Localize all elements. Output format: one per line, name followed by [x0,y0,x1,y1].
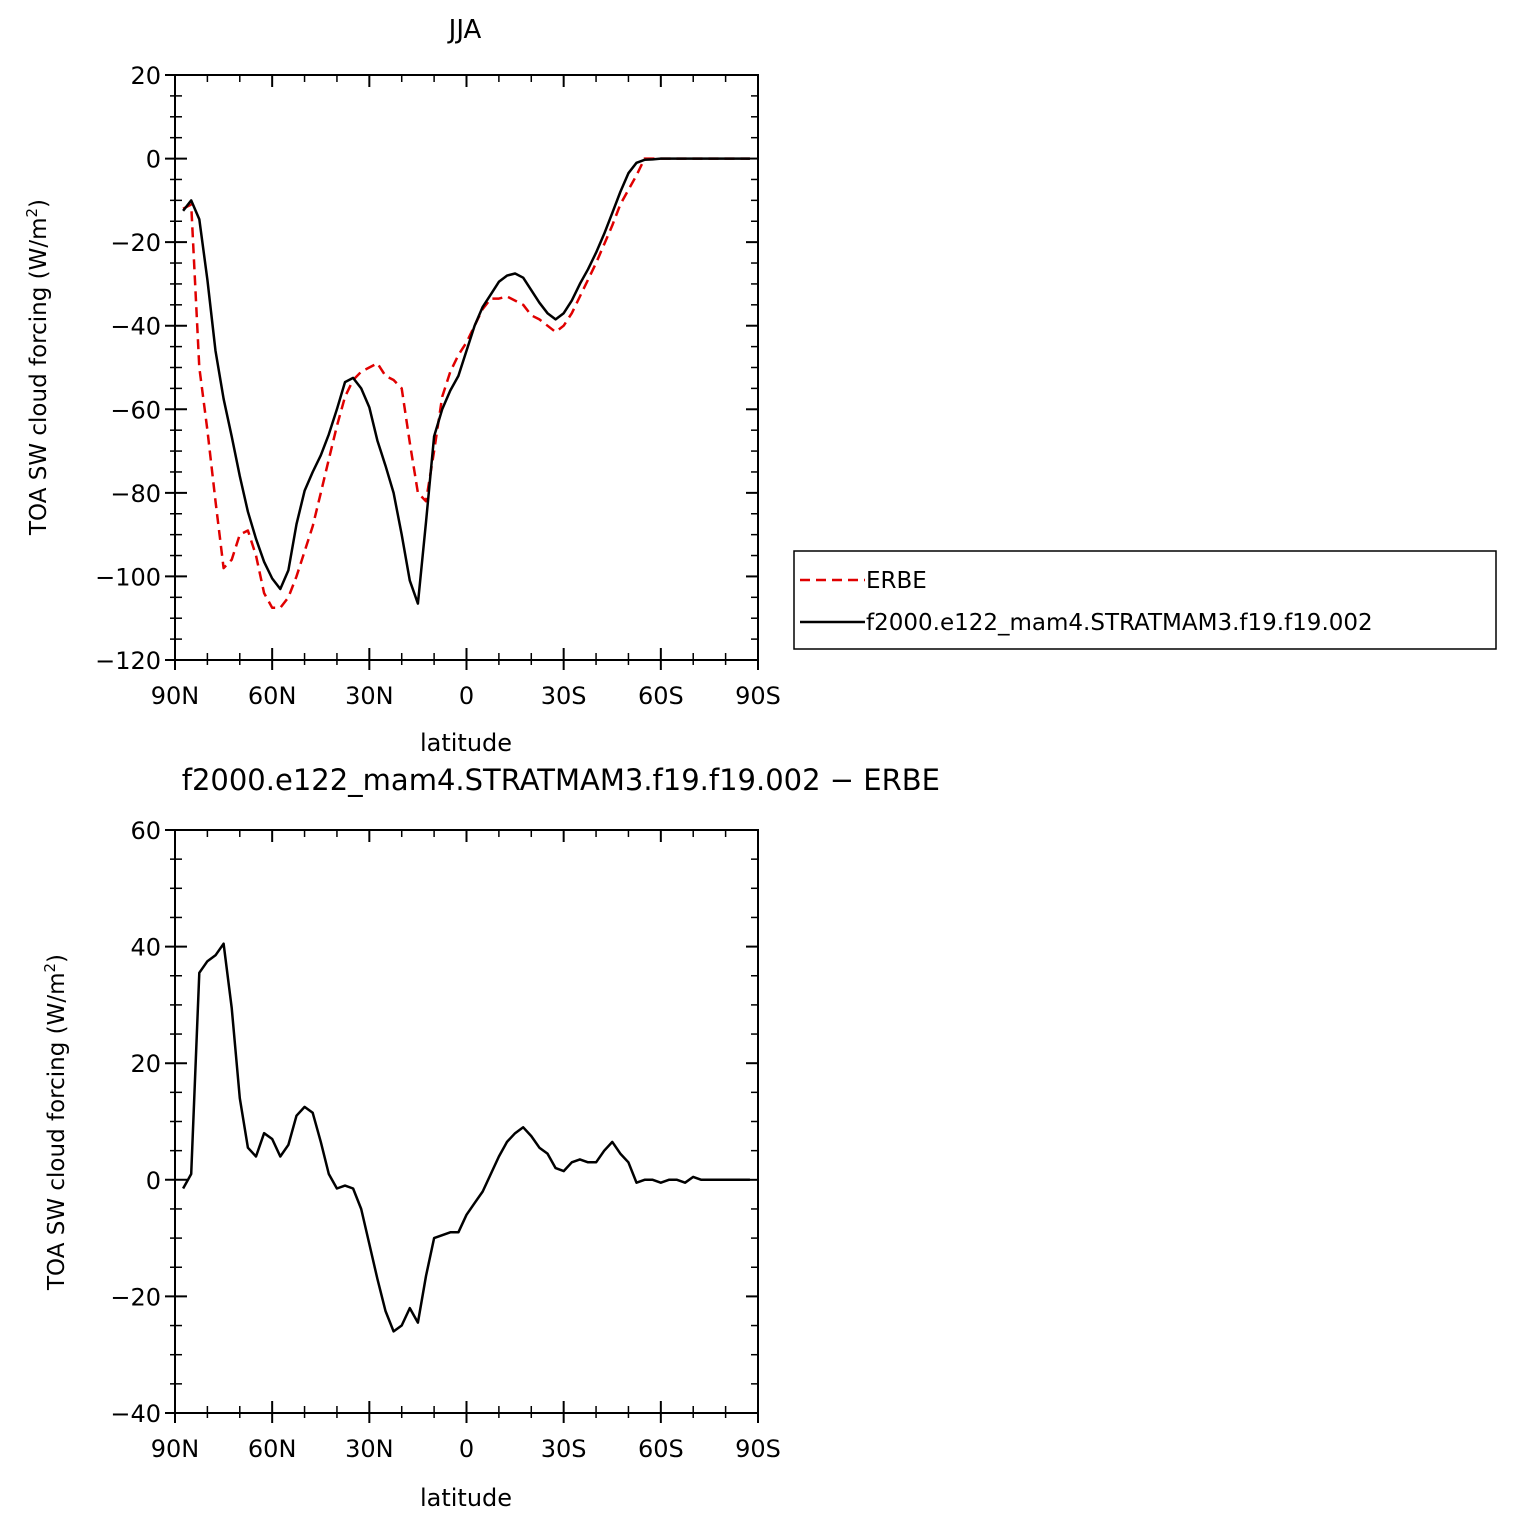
top-chart-y-tick-label-4: −60 [110,396,161,424]
bottom-chart-x-tick-label-4: 30S [541,1435,587,1463]
top-chart-series-line-0 [182,157,750,610]
top-chart-x-tick-label-0: 90N [151,682,200,710]
top-chart-x-tick-label-3: 0 [459,682,474,710]
bottom-chart-y-tick-label-4: −20 [110,1283,161,1311]
bottom-chart-ticks: 90N 60N 30N 0 30S 60S 90S 60 40 20 0 −20 −40 [110,817,781,1463]
bottom-chart-series-line-0 [182,942,750,1333]
top-chart-y-tick-label-3: −40 [110,313,161,341]
top-chart-y-tick-label-1: 0 [146,146,161,174]
bottom-chart-x-tick-label-2: 30N [345,1435,394,1463]
top-chart-y-tick-label-0: 20 [130,62,161,90]
top-chart-y-tick-label-2: −20 [110,229,161,257]
top-chart-y-tick-label-7: −120 [95,647,161,675]
legend-box [793,550,1497,650]
top-chart-title: JJA [447,15,482,45]
top-chart-x-axis-label: latitude [420,729,512,757]
top-chart-x-tick-label-4: 30S [541,682,587,710]
bottom-chart-y-tick-label-1: 40 [130,934,161,962]
bottom-chart-y-tick-label-3: 0 [146,1167,161,1195]
top-chart-y-tick-label-5: −80 [110,480,161,508]
top-chart-x-tick-label-5: 60S [638,682,684,710]
bottom-chart-title: f2000.e122_mam4.STRATMAM3.f19.f19.002 − … [182,763,940,797]
top-chart-x-tick-label-1: 60N [248,682,297,710]
legend-label-model: f2000.e122_mam4.STRATMAM3.f19.f19.002 [866,610,1373,636]
bottom-chart-x-tick-label-5: 60S [638,1435,684,1463]
legend: ERBE f2000.e122_mam4.STRATMAM3.f19.f19.0… [793,550,1497,650]
bottom-chart-x-tick-label-6: 90S [735,1435,781,1463]
top-chart-series-lines [182,157,750,610]
top-chart-ticks: 90N 60N 30N 0 30S 60S 90S 20 0 −20 −40 −60 −80 −100 −1… [95,62,781,710]
top-chart-series-line-1 [182,157,750,605]
bottom-chart-y-tick-label-2: 20 [130,1050,161,1078]
bottom-chart-y-tick-label-0: 60 [130,817,161,845]
bottom-chart-frame [174,829,759,1414]
bottom-chart-x-tick-label-3: 0 [459,1435,474,1463]
bottom-chart-x-axis-label: latitude [420,1484,512,1512]
top-chart-y-axis-label: TOA SW cloud forcing (W/m2) [23,199,52,536]
bottom-chart-y-axis-label: TOA SW cloud forcing (W/m2) [41,954,70,1291]
top-chart: JJA 90N 60N 30N 0 30S 60S 90S 20 0 −20 −40 −60 −80 −1… [23,15,781,757]
bottom-chart-x-tick-label-0: 90N [151,1435,200,1463]
legend-label-erbe: ERBE [866,568,927,594]
top-chart-y-tick-label-6: −100 [95,563,161,591]
bottom-chart-series-lines [182,942,750,1333]
bottom-chart: f2000.e122_mam4.STRATMAM3.f19.f19.002 − … [41,763,940,1512]
bottom-chart-x-tick-label-1: 60N [248,1435,297,1463]
bottom-chart-y-tick-label-5: −40 [110,1400,161,1428]
top-chart-x-tick-label-6: 90S [735,682,781,710]
top-chart-x-tick-label-2: 30N [345,682,394,710]
top-chart-frame [174,74,759,661]
